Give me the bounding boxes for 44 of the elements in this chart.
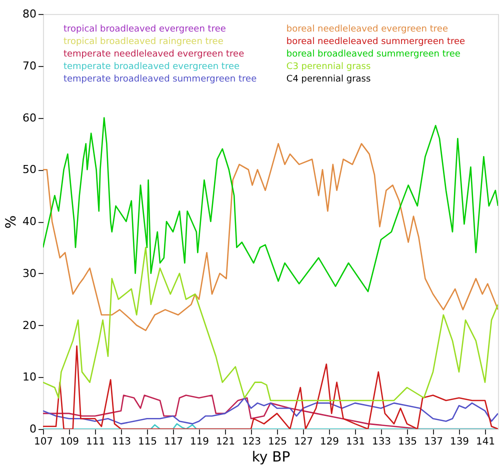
x-tick-label: 133 bbox=[372, 436, 392, 448]
line-series bbox=[43, 143, 498, 332]
y-tick-label: 30 bbox=[22, 266, 36, 280]
x-tick-label: 121 bbox=[216, 436, 236, 448]
y-axis-title: % bbox=[4, 215, 20, 229]
x-tick-label: 137 bbox=[424, 436, 444, 448]
y-tick-label: 80 bbox=[22, 8, 36, 20]
x-tick-label: 115 bbox=[138, 436, 158, 448]
x-tick-label: 117 bbox=[164, 436, 184, 448]
x-tick-label: 139 bbox=[450, 436, 470, 448]
legend-label: C4 perennial grass bbox=[286, 74, 371, 84]
text: temperate broadleaved summergreen tree bbox=[63, 74, 258, 84]
y-tick-label: 60 bbox=[22, 111, 36, 124]
text: boreal needleleaved evergreen tree bbox=[286, 24, 448, 35]
y-tick-label: 40 bbox=[22, 215, 36, 228]
x-tick-label: 135 bbox=[398, 436, 418, 448]
legend-label: tropical broadleaved raingreen tree bbox=[63, 36, 224, 47]
x-tick-label: 125 bbox=[268, 436, 288, 448]
x-tick-label: 111 bbox=[86, 436, 106, 448]
line-series bbox=[43, 397, 498, 424]
x-tick-label: 113 bbox=[112, 436, 132, 448]
line-series bbox=[43, 246, 498, 402]
text: C3 perennial grass bbox=[286, 62, 371, 72]
y-tick-label: 50 bbox=[22, 163, 36, 176]
y-tick-label: 0 bbox=[30, 422, 36, 436]
x-tick-label: 131 bbox=[346, 436, 366, 448]
legend-label: tropical broadleaved evergreen tree bbox=[63, 24, 226, 35]
line-series bbox=[43, 117, 498, 292]
text: boreal broadleaved summergreen tree bbox=[286, 49, 461, 60]
line-series bbox=[43, 345, 498, 429]
y-tick-label: 70 bbox=[22, 59, 36, 72]
x-tick-label: 127 bbox=[294, 436, 314, 448]
x-tick-label: 141 bbox=[476, 436, 496, 448]
y-tick-label: 10 bbox=[22, 370, 36, 384]
y-tick-label: 20 bbox=[22, 318, 36, 332]
x-tick-label: 107 bbox=[34, 436, 54, 448]
text: temperate needleleaved evergreen tree bbox=[63, 49, 245, 60]
text: boreal needleleaved summergreen tree bbox=[286, 36, 466, 47]
x-axis-title: ky BP bbox=[252, 450, 290, 466]
text: temperate broadleaved evergreen tree bbox=[63, 62, 240, 72]
x-tick-label: 129 bbox=[320, 436, 340, 448]
x-tick-label: 109 bbox=[60, 436, 80, 448]
x-tick-label: 119 bbox=[190, 436, 210, 448]
x-tick-label: 123 bbox=[242, 436, 262, 448]
